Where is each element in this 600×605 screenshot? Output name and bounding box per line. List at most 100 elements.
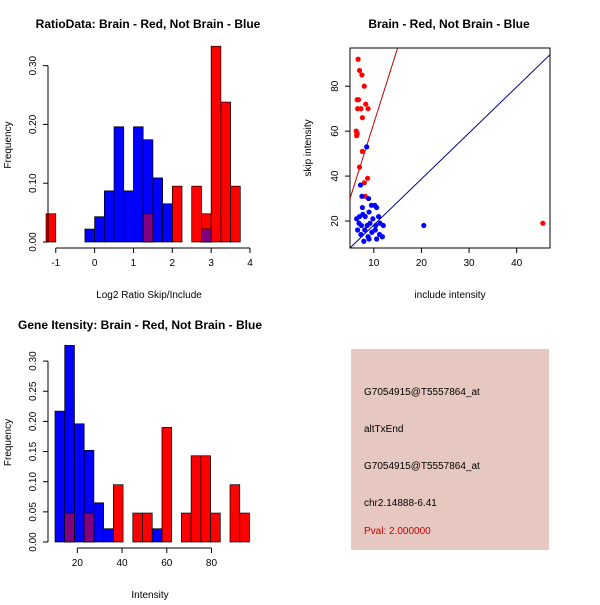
chart3-title: Gene Itensity: Brain - Red, Not Brain - … xyxy=(18,318,262,332)
chart3-bar-brain-7 xyxy=(190,455,202,543)
chart2-point-not-brain-29 xyxy=(379,234,385,240)
chart3-bar-not-brain-5 xyxy=(103,528,114,543)
chart2-fit-line-not-brain xyxy=(350,54,550,248)
chart3-y-tick-label-1: 0.05 xyxy=(28,502,39,522)
chart3-y-tick-label-4: 0.20 xyxy=(28,411,39,431)
chart1-bar-brain-5 xyxy=(210,45,222,243)
chart2-point-not-brain-27 xyxy=(372,227,378,233)
chart3-x-label: Intensity xyxy=(131,590,168,600)
location-label: chr2.14888-6.41 xyxy=(364,498,437,509)
chart3-bar-not-brain-0 xyxy=(54,410,66,543)
info-panel: G7054915@T5557864_at altTxEnd G7054915@T… xyxy=(351,349,549,550)
chart1-bar-not-brain-0 xyxy=(84,228,95,243)
chart2-point-brain-1 xyxy=(356,67,363,74)
chart2-point-not-brain-31 xyxy=(366,236,372,242)
chart2-title: Brain - Red, Not Brain - Blue xyxy=(368,17,530,31)
event-type-label: altTxEnd xyxy=(364,424,404,435)
chart3-bar-brain-10 xyxy=(229,484,241,543)
chart1-x-tick-label-5: 4 xyxy=(247,258,253,269)
chart1-bar-overlap-6 xyxy=(142,213,154,243)
chart3-bar-brain-5 xyxy=(161,427,173,543)
chart1-title: RatioData: Brain - Red, Not Brain - Blue xyxy=(36,17,261,31)
chart1-bar-brain-7 xyxy=(230,185,241,243)
chart1-bar-not-brain-3 xyxy=(113,126,125,243)
chart3-bar-brain-2 xyxy=(112,484,124,543)
chart1-bar-not-brain-5 xyxy=(133,126,144,243)
chart3-bar-not-brain-4 xyxy=(93,502,104,543)
chart2-point-brain-7 xyxy=(358,106,364,112)
chart3-bar-not-brain-6 xyxy=(151,528,163,543)
chart2-y-label: skip intensity xyxy=(303,119,314,176)
chart3-bar-overlap-1 xyxy=(64,512,75,543)
chart1-bar-brain-6 xyxy=(220,101,231,243)
chart2-x-tick-label-0: 10 xyxy=(368,258,380,269)
chart2-point-not-brain-13 xyxy=(375,213,382,220)
chart2-point-brain-9 xyxy=(365,106,371,112)
chart2-fit-line-brain xyxy=(350,48,399,199)
chart1-bar-overlap-9 xyxy=(201,228,212,243)
chart2-point-not-brain-1 xyxy=(357,182,364,188)
chart1-bar-not-brain-7 xyxy=(152,177,163,243)
chart1-x-tick-label-2: 1 xyxy=(131,258,137,269)
chart2-point-not-brain-23 xyxy=(358,231,364,238)
chart1-y-tick-label-0: 0.00 xyxy=(28,232,39,252)
chart1-bar-not-brain-4 xyxy=(123,190,134,243)
pval-label: Pval: 2.000000 xyxy=(364,526,431,537)
chart2-point-not-brain-12 xyxy=(370,216,376,222)
chart2-x-label: include intensity xyxy=(414,290,485,301)
chart3-y-tick-label-6: 0.30 xyxy=(28,351,39,371)
probe-id-label-2: G7054915@T5557864_at xyxy=(364,461,480,472)
chart2-point-brain-16 xyxy=(361,180,367,186)
chart2-point-brain-13 xyxy=(354,133,360,139)
chart2-point-brain-14 xyxy=(359,148,365,154)
chart2-point-brain-5 xyxy=(361,83,367,89)
chart2-y-tick-label-1: 40 xyxy=(330,170,341,182)
chart2-point-not-brain-0 xyxy=(364,144,370,150)
chart3-bar-brain-4 xyxy=(142,512,153,543)
chart3-y-tick-label-3: 0.15 xyxy=(28,441,39,461)
chart3-bar-not-brain-2 xyxy=(74,423,85,543)
chart1-x-tick-label-0: -1 xyxy=(51,258,60,269)
chart3-y-label: Frequency xyxy=(3,419,14,466)
chart1-bar-not-brain-2 xyxy=(103,190,115,243)
chart2-point-not-brain-30 xyxy=(361,238,367,244)
chart2-x-tick-label-3: 40 xyxy=(511,258,523,269)
chart1-x-tick-label-4: 3 xyxy=(208,258,214,269)
chart2-point-brain-10 xyxy=(359,115,365,121)
chart2-plot-frame xyxy=(349,47,551,249)
chart2-point-brain-0 xyxy=(355,56,361,62)
chart1-y-label: Frequency xyxy=(3,121,14,168)
chart3-y-tick-label-2: 0.10 xyxy=(28,472,39,492)
chart2-point-brain-8 xyxy=(363,101,369,107)
chart3-bar-not-brain-1 xyxy=(64,345,75,543)
chart2-x-tick-label-1: 20 xyxy=(416,258,428,269)
chart2-point-brain-15 xyxy=(356,164,363,170)
chart2-point-not-brain-2 xyxy=(359,193,365,199)
chart1-y-tick-label-2: 0.20 xyxy=(28,114,39,134)
chart3-x-tick-label-0: 20 xyxy=(72,558,84,569)
chart1-bar-brain-0 xyxy=(45,213,57,243)
chart2-point-not-brain-33 xyxy=(421,222,427,229)
chart2-point-brain-4 xyxy=(355,97,362,103)
chart1-bar-not-brain-1 xyxy=(94,216,105,243)
chart2-point-not-brain-14 xyxy=(354,216,360,222)
chart1-x-label: Log2 Ratio Skip/Include xyxy=(96,290,202,301)
chart3-bar-brain-3 xyxy=(132,512,143,543)
chart3-bar-brain-6 xyxy=(181,512,192,543)
chart2-point-not-brain-32 xyxy=(374,236,380,242)
chart3-x-tick-label-3: 80 xyxy=(206,558,218,569)
chart2-point-not-brain-10 xyxy=(362,213,368,220)
chart1-x-tick-label-3: 2 xyxy=(170,258,176,269)
chart3-y-tick-label-0: 0.00 xyxy=(28,532,39,552)
chart2-y-tick-label-0: 20 xyxy=(330,215,341,227)
chart2-y-tick-label-3: 80 xyxy=(330,80,341,92)
chart1-y-tick-label-3: 0.30 xyxy=(28,55,39,75)
chart3-x-tick-label-2: 60 xyxy=(161,558,173,569)
chart2-point-brain-17 xyxy=(365,175,371,181)
chart1-bar-brain-3 xyxy=(191,185,202,243)
chart3-bar-overlap-3 xyxy=(83,512,95,543)
chart2-point-not-brain-19 xyxy=(373,222,379,229)
chart2-point-brain-19 xyxy=(540,220,546,226)
